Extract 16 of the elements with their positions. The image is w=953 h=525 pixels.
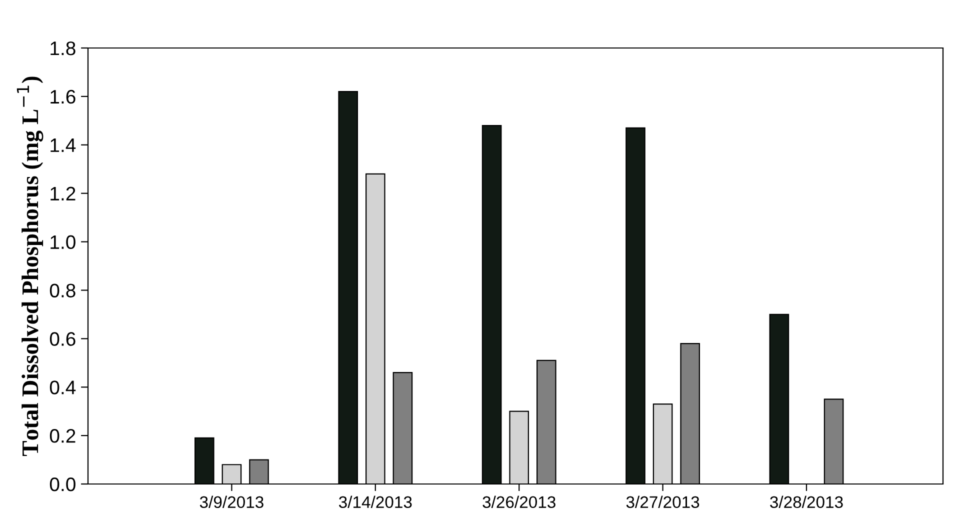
y-tick-label: 1.4 (50, 138, 76, 152)
x-tick-label: 3/14/2013 (338, 496, 412, 508)
y-tick-label: 0.4 (50, 380, 76, 394)
y-axis-title: Total Dissolved Phosphorus (mg L$^{−1}$) (16, 76, 44, 456)
x-tick-label: 3/26/2013 (482, 496, 556, 508)
y-tick-label: 0.2 (50, 429, 76, 443)
y-tick-label: 0.6 (50, 332, 76, 346)
x-tick-label: 3/9/2013 (200, 496, 264, 508)
x-tick-label: 3/28/2013 (770, 496, 843, 508)
y-tick-label: 0.0 (50, 477, 76, 492)
y-tick-label: 1.0 (50, 235, 76, 250)
y-tick-label: 1.8 (50, 41, 76, 56)
y-tick-label: 1.6 (50, 90, 76, 104)
y-tick-label: 0.8 (50, 284, 76, 298)
x-tick-label: 3/27/2013 (626, 496, 700, 508)
y-tick-label: 1.2 (50, 186, 76, 200)
